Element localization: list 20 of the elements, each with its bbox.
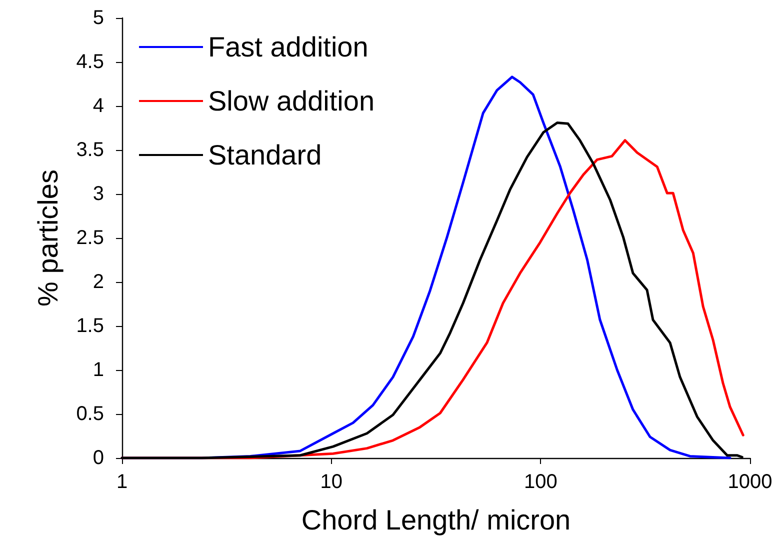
y-tick-label: 1.5 [76, 315, 104, 337]
legend-label: Standard [208, 140, 322, 170]
x-tick-label: 1 [116, 471, 128, 493]
y-tick-label: 1 [92, 359, 104, 381]
legend-label: Slow addition [208, 86, 375, 116]
x-axis-title: Chord Length/ micron [301, 504, 571, 536]
y-tick-label: 3 [92, 183, 104, 205]
x-tick-label: 1000 [728, 471, 772, 493]
y-tick-label: 2.5 [76, 227, 104, 249]
y-tick-label: 4.5 [76, 51, 104, 73]
x-tick-label: 10 [320, 471, 342, 493]
y-tick-label: 0 [92, 447, 104, 469]
y-tick-label: 5 [92, 7, 104, 29]
y-tick-label: 0.5 [76, 403, 104, 425]
y-axis-title: % particles [32, 170, 64, 306]
legend-label: Fast addition [208, 32, 368, 62]
y-tick-label: 3.5 [76, 139, 104, 161]
y-tick-label: 4 [92, 95, 104, 117]
y-tick-label: 2 [92, 271, 104, 293]
x-tick-label: 100 [524, 471, 558, 493]
